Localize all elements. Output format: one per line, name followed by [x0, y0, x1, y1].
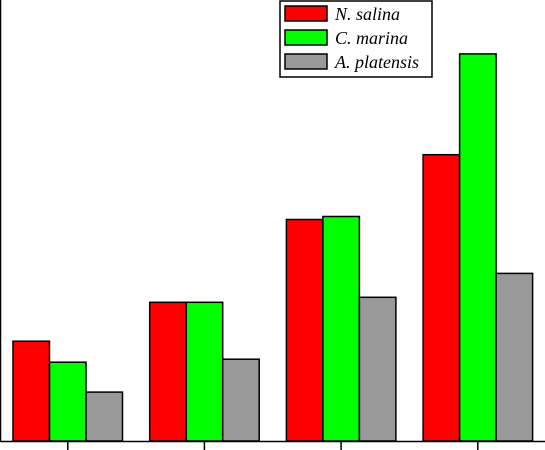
bar-a-platensis-group-4 [495, 272, 534, 442]
legend-label-3: A. platensis [334, 52, 419, 72]
legend-label-1: N. salina [334, 4, 400, 24]
legend-swatch-3 [284, 53, 328, 70]
legend-swatch-1 [284, 5, 328, 22]
bar-a-platensis-group-1 [85, 391, 124, 442]
bar-a-platensis-group-2 [221, 358, 260, 442]
bar-n-salina-group-4 [422, 153, 461, 442]
bar-a-platensis-group-3 [358, 296, 397, 442]
bar-c-marina-group-2 [185, 301, 224, 442]
bar-n-salina-group-3 [285, 218, 324, 442]
bar-c-marina-group-3 [322, 215, 361, 442]
legend-label-2: C. marina [335, 28, 408, 48]
bar-c-marina-group-1 [48, 361, 87, 442]
legend-swatch-2 [284, 29, 328, 46]
x-axis-ticks [67, 441, 479, 450]
bar-c-marina-group-4 [458, 53, 497, 442]
bar-n-salina-group-1 [12, 340, 51, 442]
legend: N. salina C. marina A. platensis [279, 0, 433, 78]
bar-n-salina-group-2 [148, 301, 187, 442]
bars-layer [12, 53, 534, 442]
